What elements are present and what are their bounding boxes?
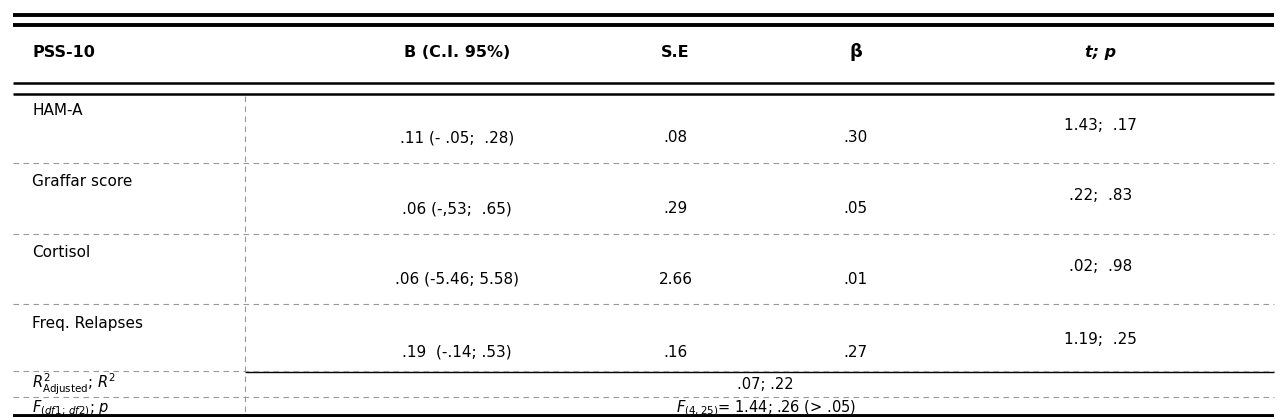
Text: t; p: t; p: [1085, 45, 1116, 60]
Text: 2.66: 2.66: [659, 272, 692, 287]
Text: .01: .01: [844, 272, 867, 287]
Text: Graffar score: Graffar score: [32, 174, 133, 189]
Text: $F_{(df1;\,df2)}$; $p$: $F_{(df1;\,df2)}$; $p$: [32, 398, 109, 417]
Text: β: β: [849, 43, 862, 61]
Text: S.E: S.E: [662, 45, 690, 60]
Text: $R^2_{\mathrm{Adjusted}}$; $R^2$: $R^2_{\mathrm{Adjusted}}$; $R^2$: [32, 372, 116, 397]
Text: .27: .27: [844, 345, 867, 360]
Text: .06 (-5.46; 5.58): .06 (-5.46; 5.58): [395, 272, 519, 287]
Text: .08: .08: [664, 130, 687, 145]
Text: HAM-A: HAM-A: [32, 103, 82, 118]
Text: $F_{(4,25)}$= 1.44; .26 (> .05): $F_{(4,25)}$= 1.44; .26 (> .05): [676, 398, 856, 417]
Text: .02;  .98: .02; .98: [1068, 259, 1133, 274]
Text: .05: .05: [844, 201, 867, 216]
Text: .22;  .83: .22; .83: [1068, 188, 1133, 203]
Text: .06 (-,53;  .65): .06 (-,53; .65): [402, 201, 512, 216]
Text: 1.19;  .25: 1.19; .25: [1064, 332, 1136, 347]
Text: .19  (-.14; .53): .19 (-.14; .53): [402, 345, 512, 360]
Text: .30: .30: [844, 130, 867, 145]
Text: Cortisol: Cortisol: [32, 245, 90, 260]
Text: .11 (- .05;  .28): .11 (- .05; .28): [400, 130, 514, 145]
Text: .07; .22: .07; .22: [737, 377, 794, 392]
Text: .16: .16: [664, 345, 687, 360]
Text: Freq. Relapses: Freq. Relapses: [32, 316, 143, 331]
Text: 1.43;  .17: 1.43; .17: [1064, 118, 1136, 133]
Text: PSS-10: PSS-10: [32, 45, 95, 60]
Text: B (C.I. 95%): B (C.I. 95%): [404, 45, 510, 60]
Text: .29: .29: [664, 201, 687, 216]
